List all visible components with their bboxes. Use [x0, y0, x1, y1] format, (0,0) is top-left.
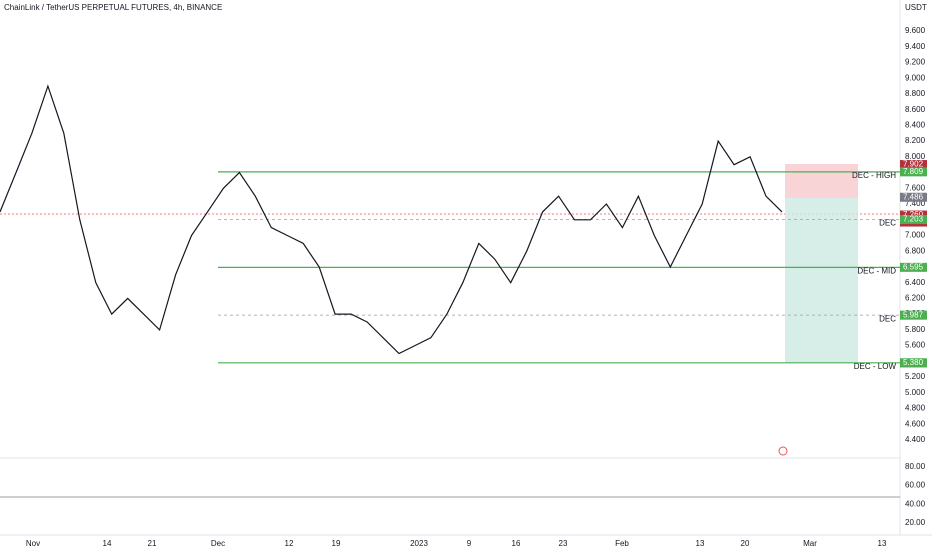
price-tick-label: 8.800: [905, 89, 926, 98]
price-tag-box: [900, 160, 927, 170]
time-tick-label: 16: [512, 539, 521, 548]
price-tag-label: 7.203: [903, 215, 924, 224]
time-tick-label: 19: [332, 539, 341, 548]
rsi-tick-label: 40.00: [905, 499, 926, 508]
price-unit: USDT: [905, 3, 927, 12]
price-tick-label: 7.400: [905, 199, 926, 208]
price-tag-label: 7.809: [903, 167, 924, 176]
price-tag-label: 5.987: [903, 310, 924, 319]
time-tick-label: 2023: [410, 539, 428, 548]
level-label: DEC - HIGH: [852, 171, 896, 180]
price-tag-label: 7.260: [903, 210, 924, 219]
price-tag-box: [900, 215, 927, 225]
price-tag-label: 6.595: [903, 262, 924, 271]
price-tick-label: 6.200: [905, 294, 926, 303]
stop-zone: [785, 164, 858, 198]
time-tick-label: 13: [696, 539, 705, 548]
price-tag: 5.380: [900, 358, 927, 368]
time-tick-label: 20: [741, 539, 750, 548]
price-tick-label: 5.000: [905, 388, 926, 397]
price-tag-box: [900, 192, 927, 202]
rsi-tick-label: 60.00: [905, 481, 926, 490]
level-label: DEC: [879, 219, 896, 228]
price-tag: 7.203: [900, 215, 927, 225]
alert-icon[interactable]: [778, 446, 788, 456]
price-tag-label: 7.902: [903, 160, 924, 169]
price-tick-label: 5.600: [905, 341, 926, 350]
price-tag: 7.902: [900, 160, 927, 170]
price-tag-box: [900, 262, 927, 272]
price-tag-box: [900, 167, 927, 177]
level-label: DEC: [879, 314, 896, 323]
price-tick-label: 7.600: [905, 183, 926, 192]
price-tick-label: 8.200: [905, 136, 926, 145]
price-tick-label: 4.600: [905, 419, 926, 428]
price-tag-label: 5.380: [903, 358, 924, 367]
price-tag-box: [900, 358, 927, 368]
time-tick-label: Feb: [615, 539, 629, 548]
time-tick-label: Dec: [211, 539, 225, 548]
time-tick-label: Mar: [803, 539, 817, 548]
price-tick-label: 9.200: [905, 58, 926, 67]
target-zone: [785, 198, 858, 363]
price-tag: 6.595: [900, 262, 927, 272]
price-tick-label: 4.400: [905, 435, 926, 444]
rsi-tick-label: 20.00: [905, 518, 926, 527]
price-tag-box: [900, 310, 927, 320]
level-label: DEC - LOW: [854, 362, 897, 371]
time-tick-label: 21: [148, 539, 157, 548]
time-tick-label: 14: [103, 539, 112, 548]
chart-header: ChainLink / TetherUS PERPETUAL FUTURES, …: [4, 3, 222, 12]
price-tag-label: 7.486: [903, 192, 924, 201]
time-tick-label: 12: [285, 539, 294, 548]
price-line: [0, 84, 783, 355]
price-tick-label: 6.800: [905, 246, 926, 255]
time-tick-label: 13: [878, 539, 887, 548]
price-tick-label: 7.000: [905, 231, 926, 240]
price-tag: 7.486: [900, 192, 927, 202]
price-tick-label: 9.600: [905, 26, 926, 35]
price-tick-label: 6.400: [905, 278, 926, 287]
level-label: DEC - MID: [857, 266, 896, 275]
price-tick-label: 5.800: [905, 325, 926, 334]
time-tick-label: 9: [467, 539, 472, 548]
price-tag: 7.809: [900, 167, 927, 177]
rsi-tick-label: 80.00: [905, 462, 926, 471]
price-tick-label: 8.400: [905, 120, 926, 129]
price-tag: 5.987: [900, 310, 927, 320]
price-tick-label: 4.800: [905, 404, 926, 413]
price-tick-label: 9.000: [905, 73, 926, 82]
price-tick-label: 8.600: [905, 105, 926, 114]
price-tick-label: 5.200: [905, 372, 926, 381]
price-tick-label: 8.000: [905, 152, 926, 161]
time-tick-label: 23: [559, 539, 568, 548]
price-tick-label: 9.400: [905, 42, 926, 51]
time-tick-label: Nov: [26, 539, 40, 548]
